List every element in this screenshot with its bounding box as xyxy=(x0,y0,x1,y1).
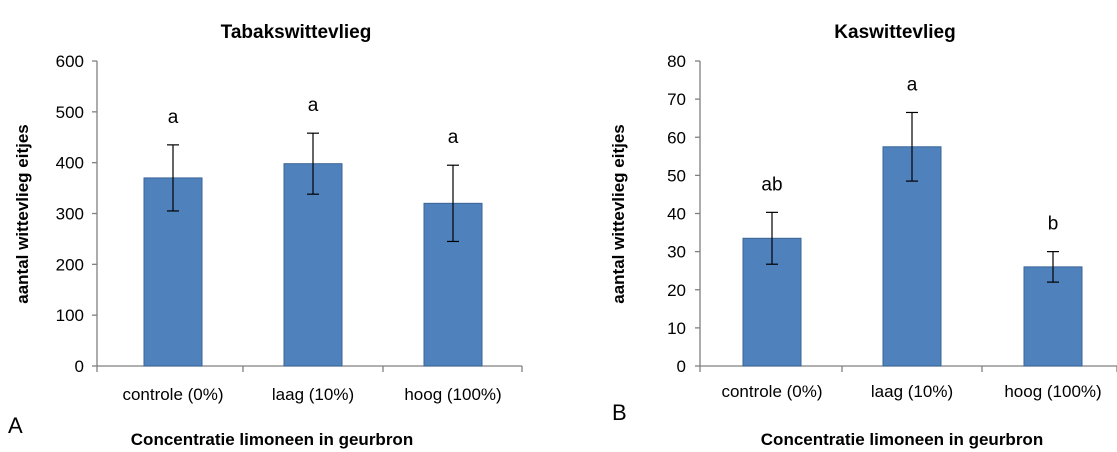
chart-a-category-label: controle (0%) xyxy=(122,385,223,404)
chart-a-category-label: laag (10%) xyxy=(272,385,354,404)
chart-b-significance-label: ab xyxy=(761,174,782,195)
chart-a-xlabel: Concentratie limoneen in geurbron xyxy=(131,430,413,449)
chart-b-ytick-label: 70 xyxy=(667,90,686,109)
chart-a-significance-label: a xyxy=(168,107,179,128)
chart-b-category-label: hoog (100%) xyxy=(1004,382,1101,401)
chart-b-ytick-label: 10 xyxy=(667,319,686,338)
chart-a-ylabel: aantal wittevlieg eitjes xyxy=(13,124,32,304)
chart-b-category-label: laag (10%) xyxy=(871,382,953,401)
chart-a-significance-label: a xyxy=(308,95,319,116)
chart-b-ytick-label: 50 xyxy=(667,166,686,185)
chart-b-ytick-label: 30 xyxy=(667,243,686,262)
chart-b-ylabel: aantal wittevlieg eitjes xyxy=(609,124,628,304)
chart-b-ytick-label: 0 xyxy=(677,357,686,376)
chart-b-xlabel: Concentratie limoneen in geurbron xyxy=(761,430,1043,449)
chart-a-category-label: hoog (100%) xyxy=(404,385,501,404)
chart-a-ytick-label: 600 xyxy=(56,52,84,71)
chart-b-significance-label: a xyxy=(907,74,918,95)
chart-b-ytick-label: 40 xyxy=(667,205,686,224)
chart-a-ytick-label: 500 xyxy=(56,103,84,122)
chart-a-ytick-label: 100 xyxy=(56,306,84,325)
chart-a-significance-label: a xyxy=(448,127,459,148)
chart-a-ytick-label: 200 xyxy=(56,255,84,274)
chart-panel-b: Kaswittevlieg aantal wittevlieg eitjes C… xyxy=(609,22,1117,449)
chart-b-category-label: controle (0%) xyxy=(721,382,822,401)
chart-b-significance-label: b xyxy=(1048,214,1059,235)
chart-b-ytick-label: 20 xyxy=(667,281,686,300)
chart-a-ytick-label: 0 xyxy=(75,357,84,376)
chart-a-plot-area: 0 100 200 300 400 500 600 a controle (0%) a laag (… xyxy=(56,52,523,404)
chart-a-panel-letter: A xyxy=(8,413,23,438)
chart-b-title: Kaswittevlieg xyxy=(834,22,955,43)
chart-a-bar xyxy=(283,163,343,367)
chart-b-plot-area: 0 10 20 30 40 50 60 70 80 ab controle (0%) a laag (1… xyxy=(667,52,1117,401)
chart-b-ytick-label: 60 xyxy=(667,128,686,147)
chart-a-ytick-label: 300 xyxy=(56,205,84,224)
chart-a-ytick-label: 400 xyxy=(56,154,84,173)
chart-b-panel-letter: B xyxy=(612,400,627,425)
chart-b-ytick-label: 80 xyxy=(667,52,686,71)
chart-b-bar xyxy=(1023,266,1083,367)
chart-a-title: Tabakswittevlieg xyxy=(221,22,372,43)
chart-panel-a: Tabakswittevlieg aantal wittevlieg eitje… xyxy=(8,22,523,449)
